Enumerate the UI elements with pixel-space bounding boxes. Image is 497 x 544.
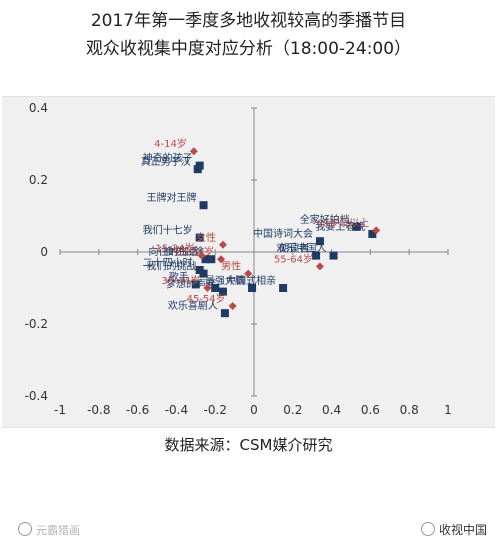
audience-label: 35-44岁 — [161, 274, 200, 287]
program-label: 中国诗词大会 — [253, 227, 313, 240]
audience-label: 男性 — [221, 260, 241, 273]
y-tick-label: -0.2 — [25, 317, 48, 331]
wechat-icon — [420, 522, 435, 536]
program-point — [207, 255, 216, 264]
audience-label: 4-14岁 — [154, 137, 187, 150]
program-point — [315, 237, 324, 246]
x-tick-label: 0.2 — [283, 403, 302, 417]
program-point — [368, 230, 377, 238]
correspondence-scatter-chart: -1 -0.8 -0.6 -0.4 -0.2 0 0.2 0.4 0.6 0.8 1 -0.4 -0.2… — [25, 101, 452, 417]
program-label: 真正男子汉 — [141, 155, 191, 168]
audience-label: 65岁及以上 — [316, 216, 369, 229]
program-label: 全家好拍档 — [300, 213, 350, 226]
program-point — [312, 251, 321, 260]
program-label: 欢乐喜剧人 — [168, 299, 218, 312]
y-tick-label: 0 — [40, 245, 48, 259]
program-point — [193, 165, 202, 174]
chart-title-line2: 观众收视集中度对应分析（18:00-24:00） — [85, 39, 412, 59]
program-label: 梦想的声音 — [166, 278, 216, 291]
program-point — [199, 269, 208, 278]
audience-point — [197, 251, 206, 260]
program-label: 向往的生活 — [149, 245, 199, 258]
x-tick-label: -1 — [54, 403, 66, 417]
program-point — [220, 309, 229, 318]
x-tick-label: 0.8 — [400, 403, 419, 417]
chart-title-line1: 2017年第一季度多地收视较高的季播节目 — [90, 11, 407, 31]
data-source-note: 数据来源：CSM媒介研究 — [164, 436, 333, 454]
x-tick-label: 0.6 — [361, 403, 380, 417]
x-tick-label: 0.4 — [322, 403, 341, 417]
watermark-right-text: 收视中国 — [438, 523, 487, 537]
audience-point — [189, 147, 198, 156]
audience-point — [218, 240, 227, 249]
program-point — [218, 287, 227, 296]
audience-point — [244, 269, 253, 278]
program-label: 最强大脑 — [205, 274, 245, 287]
audience-point — [203, 284, 212, 292]
program-point — [329, 251, 338, 260]
program-point — [195, 233, 204, 242]
y-tick-label: 0.4 — [29, 101, 48, 115]
program-label: 歌手 — [169, 270, 189, 283]
watermark-logo-icon — [18, 522, 32, 536]
x-tick-label: -0.2 — [203, 403, 226, 417]
program-label: 中国式相亲 — [226, 274, 276, 287]
watermark-left: 元霸猎画 — [18, 522, 80, 538]
program-label: 我们的挑战 — [147, 260, 197, 273]
x-tick-label: -0.6 — [126, 403, 149, 417]
x-tick-label: 0 — [250, 403, 258, 417]
program-point — [199, 201, 208, 210]
audience-point — [372, 226, 381, 235]
audience-label: 15-24岁 — [156, 242, 195, 255]
program-point — [279, 284, 288, 292]
y-tick-label: 0.2 — [29, 173, 48, 187]
program-label: 食在囧途 — [164, 245, 204, 258]
audience-point — [315, 262, 324, 271]
x-tick-label: -0.4 — [165, 403, 188, 417]
watermark-right: 收视中国 — [420, 521, 487, 538]
audience-label: 女性 — [196, 231, 216, 244]
program-label: 二十四小时 — [143, 256, 193, 269]
program-label: 王牌对王牌 — [147, 191, 197, 204]
program-point — [191, 280, 200, 289]
x-tick-label: -0.8 — [87, 403, 110, 417]
program-label: 神奇的孩子 — [143, 152, 193, 165]
plot-background — [2, 96, 495, 428]
audience-point — [217, 255, 226, 264]
program-point — [248, 284, 257, 292]
audience-label: 45-54岁 — [187, 292, 226, 305]
y-tick-label: -0.4 — [25, 389, 48, 403]
program-label: 朗读者 — [279, 242, 309, 255]
program-point — [352, 222, 361, 231]
audience-point — [228, 302, 237, 310]
audience-label: 55-64岁 — [274, 252, 313, 265]
program-label: 欢乐中国人 — [277, 242, 327, 255]
watermark-left-text: 元霸猎画 — [36, 524, 80, 537]
audience-label: 25-34岁 — [175, 245, 214, 258]
program-label: 我要上春晚 — [315, 221, 365, 233]
program-point — [211, 284, 220, 292]
program-label: 我们十七岁 — [143, 224, 193, 237]
program-point — [201, 255, 210, 264]
x-tick-label: 1 — [444, 403, 452, 417]
